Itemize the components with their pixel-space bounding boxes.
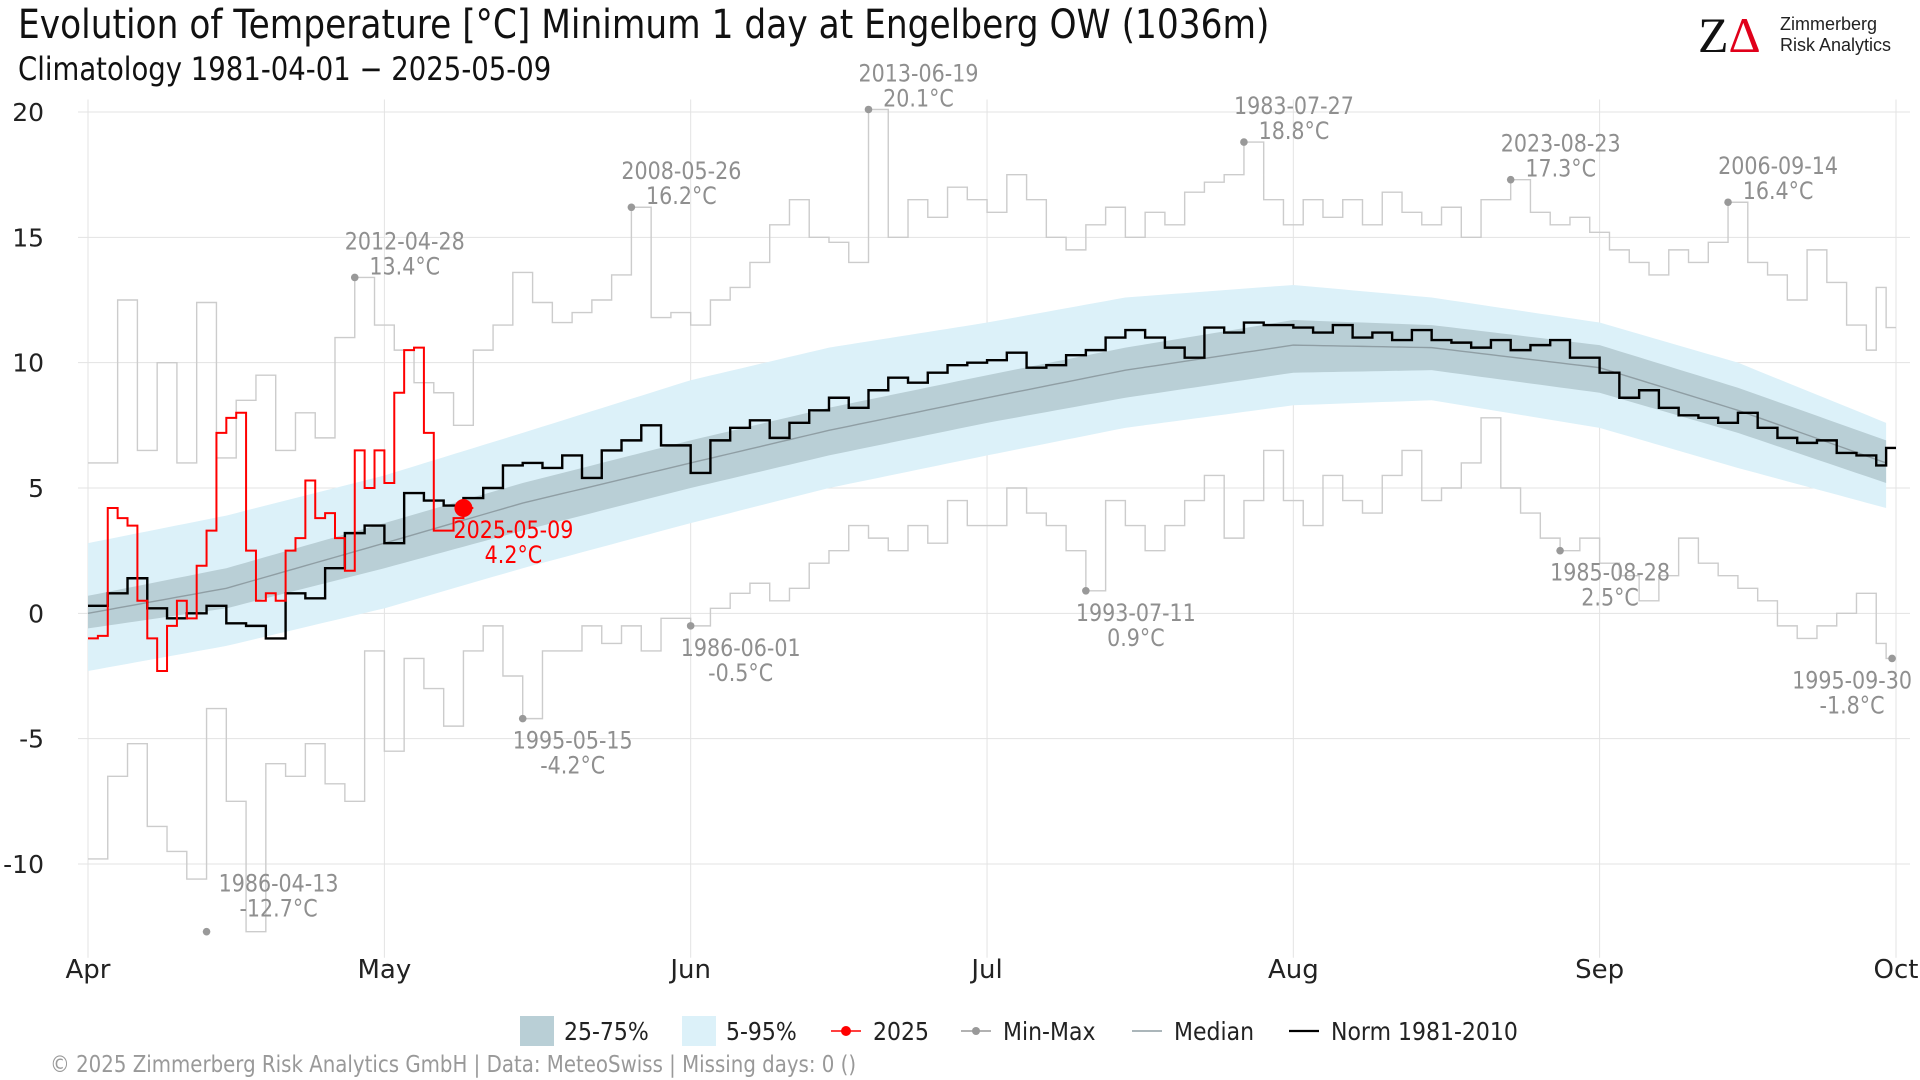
legend-item-min-max: Min-Max: [959, 1016, 1108, 1046]
y-tick-label: -10: [3, 850, 44, 879]
y-tick-label: -5: [19, 725, 44, 754]
legend-item-median: Median: [1130, 1016, 1265, 1046]
logo-line-2: Risk Analytics: [1780, 35, 1892, 55]
x-tick-label: Jul: [969, 955, 1002, 985]
annotation-dot-1985-08-28: [1556, 546, 1564, 555]
chart-title: Evolution of Temperature [°C] Minimum 1 …: [18, 2, 1270, 48]
annotation-value: 13.4°C: [369, 253, 440, 281]
annotation-dot-2012-04-28: [350, 273, 359, 282]
annotation-date: 1983-07-27: [1234, 93, 1354, 121]
annotation-value: 4.2°C: [485, 542, 543, 570]
annotation-dot-1986-06-01: [686, 622, 695, 630]
annotation-date: 1986-04-13: [219, 870, 339, 898]
band-5-95%: [88, 284, 1887, 671]
annotation-value: 16.2°C: [646, 183, 717, 211]
x-tick-label: Oct: [1874, 955, 1919, 985]
legend-key: [1130, 1016, 1164, 1046]
legend-label: Min-Max: [1002, 1016, 1095, 1046]
y-tick-label: 5: [28, 474, 44, 503]
series-norm-line: [88, 321, 1896, 640]
annotation-value: -12.7°C: [239, 895, 317, 923]
logo-text: Zimmerberg Risk Analytics: [1780, 14, 1891, 56]
chart-subtitle: Climatology 1981-04-01 − 2025-05-09: [18, 50, 552, 88]
annotation-value: -0.5°C: [708, 659, 773, 687]
series-lines: [87, 108, 1896, 933]
annotation-date: 2006-09-14: [1718, 153, 1838, 181]
annotation-dot-1983-07-27: [1240, 138, 1248, 146]
x-tick-label: Sep: [1575, 955, 1624, 985]
legend-item-25-75-: 25-75%: [520, 1016, 660, 1046]
company-logo: ZΔ Zimmerberg Risk Analytics: [1698, 10, 1898, 60]
percentile-bands: [88, 284, 1887, 671]
legend-key: [829, 1016, 863, 1046]
footer-credits: © 2025 Zimmerberg Risk Analytics GmbH | …: [50, 1052, 857, 1078]
x-tick-label: Jun: [668, 955, 711, 985]
annotation-dot-1993-07-11: [1082, 586, 1090, 595]
legend-key: [682, 1016, 717, 1046]
axis-ticks: -10 -5 0 5 10 15 20 Apr May Jun Jul Aug Sep Oct: [3, 98, 1918, 985]
y-tick-label: 0: [28, 599, 44, 628]
legend-key: [959, 1016, 993, 1046]
annotation-dot-2023-08-23: [1506, 175, 1515, 184]
annotation-dot-1995-09-30: [1888, 654, 1896, 663]
logo-line-1: Zimmerberg: [1780, 14, 1878, 34]
y-tick-label: 10: [12, 349, 44, 378]
logo-mark: ZΔ: [1698, 10, 1761, 60]
annotation-date: 2013-06-19: [859, 60, 979, 88]
annotation-date: 1993-07-11: [1076, 599, 1196, 627]
annotation-value: 18.8°C: [1259, 118, 1330, 146]
annotation-date: 2008-05-26: [621, 158, 741, 186]
legend: 25-75% 5-95% 2025 Min-Max Median Norm 1981-20…: [520, 1014, 1565, 1048]
annotation-date: 1985-08-28: [1550, 559, 1670, 587]
annotation-value: -4.2°C: [540, 752, 605, 780]
annotation-date: 1995-09-30: [1792, 667, 1912, 695]
annotation-dot-1986-04-13: [202, 927, 211, 936]
legend-label: Norm 1981-2010: [1330, 1016, 1518, 1046]
legend-label: Median: [1173, 1016, 1254, 1046]
legend-item-2025: 2025: [829, 1016, 937, 1046]
legend-key: [1287, 1016, 1321, 1046]
logo-delta: Δ: [1728, 7, 1761, 63]
legend-item-norm-1981-2010: Norm 1981-2010: [1287, 1016, 1543, 1046]
annotation-value: 2.5°C: [1581, 584, 1639, 612]
y-tick-label: 15: [12, 223, 44, 252]
annotation-date: 2012-04-28: [345, 228, 465, 256]
y-tick-label: 20: [12, 98, 44, 127]
series-2025-line: [88, 346, 474, 672]
annotation-value: -1.8°C: [1820, 692, 1885, 720]
annotation-dot-2008-05-26: [627, 203, 636, 212]
x-tick-label: Apr: [66, 955, 111, 985]
annotation-value: 17.3°C: [1525, 155, 1596, 183]
x-tick-label: Aug: [1268, 955, 1319, 985]
legend-item-5-95-: 5-95%: [682, 1016, 807, 1046]
annotation-value: 0.9°C: [1107, 624, 1165, 652]
legend-label: 2025: [872, 1016, 929, 1046]
legend-label: 25-75%: [564, 1016, 649, 1046]
annotation-value: 20.1°C: [883, 85, 954, 113]
annotation-dot-2013-06-19: [864, 105, 873, 114]
legend-label: 5-95%: [726, 1016, 798, 1046]
x-tick-label: May: [358, 955, 412, 985]
annotation-date: 1986-06-01: [681, 634, 801, 662]
legend-key: [520, 1016, 554, 1046]
annotation-dot-2006-09-14: [1724, 198, 1732, 207]
band-25-75%: [88, 320, 1887, 629]
annotation-date: 2025-05-09: [453, 517, 573, 545]
annotation-dot-1995-05-15: [518, 714, 527, 723]
series-min-line: [88, 417, 1896, 933]
annotation-date: 1995-05-15: [513, 727, 633, 755]
annotation-value: 16.4°C: [1743, 178, 1814, 206]
annotation-dot-2025-05-09: [454, 499, 473, 518]
annotation-date: 2023-08-23: [1501, 130, 1621, 158]
logo-z: Z: [1698, 7, 1729, 63]
